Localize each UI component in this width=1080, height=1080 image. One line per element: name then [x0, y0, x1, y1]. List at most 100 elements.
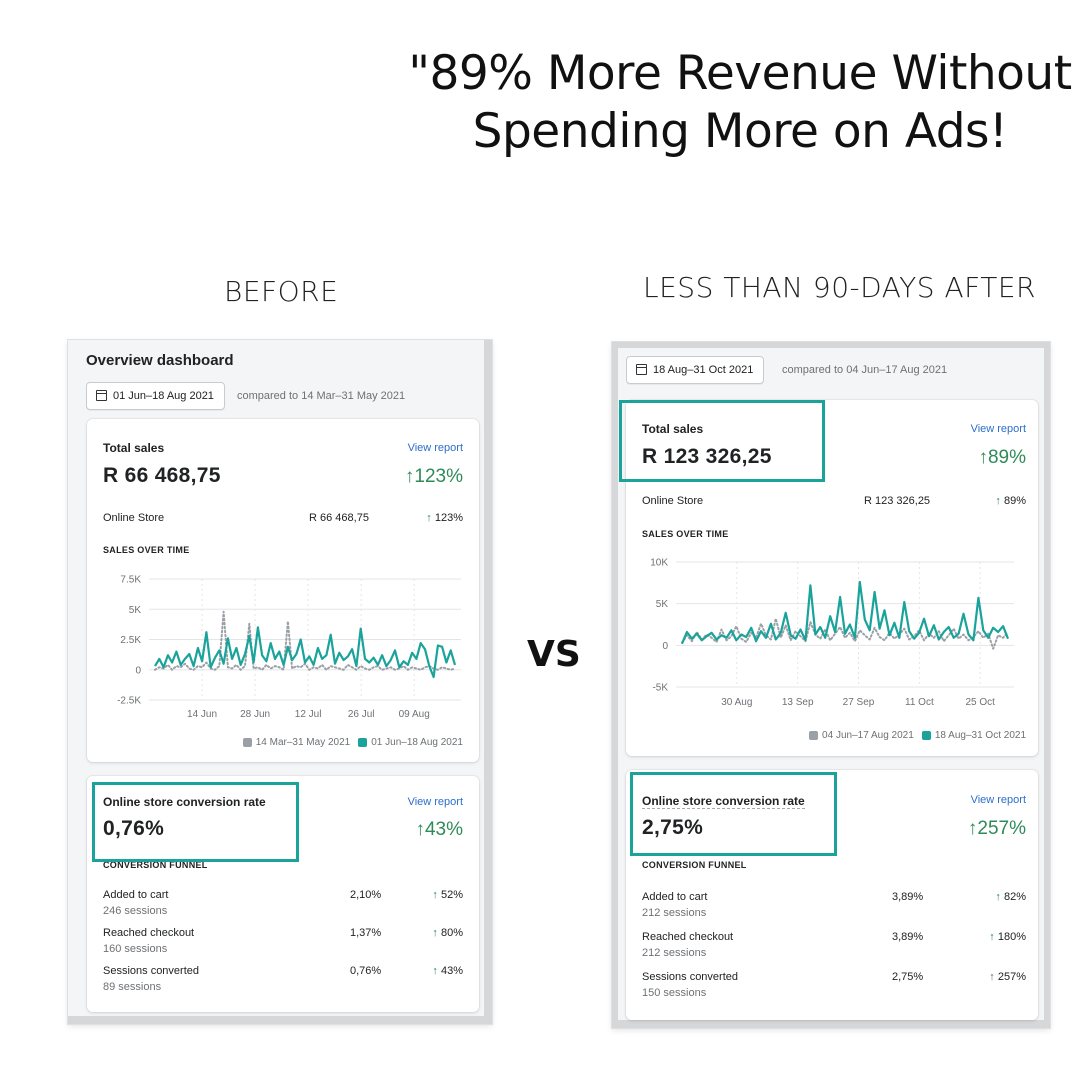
card-title: Online store conversion rate: [103, 795, 266, 809]
arrow-up-icon: ↑: [432, 965, 441, 977]
legend-swatch-previous: [809, 731, 819, 740]
legend-current: 18 Aug–31 Oct 2021: [934, 730, 1026, 741]
total-sales-card: Total sales View report R 66 468,75 ↑123…: [87, 419, 479, 762]
y-tick-label: 10K: [650, 558, 668, 569]
compared-text: compared to 04 Jun–17 Aug 2021: [782, 364, 948, 376]
y-tick-label: -2.5K: [117, 696, 141, 707]
funnel-heading: CONVERSION FUNNEL: [103, 860, 208, 870]
after-label: LESS THAN 90-DAYS AFTER: [643, 271, 1036, 304]
x-tick-label: 30 Aug: [721, 697, 752, 708]
online-store-label: Online Store: [103, 512, 165, 524]
view-report-link[interactable]: View report: [970, 794, 1026, 806]
arrow-up-icon: ↑: [426, 512, 435, 524]
view-report-link[interactable]: View report: [970, 423, 1026, 435]
sales-over-time-chart: 10K 5K 0 -5K 30 Aug 13 Sep 27 Sep 11 Oct 25 Oct: [650, 558, 1014, 708]
funnel-row-sessions: 212 sessions: [642, 907, 707, 919]
funnel-row-change: ↑ 82%: [995, 891, 1026, 903]
arrow-up-icon: ↑: [995, 495, 1004, 507]
arrow-up-icon: ↑: [978, 447, 988, 468]
previous-period-line: [681, 617, 1009, 650]
y-tick-label: 5K: [129, 605, 142, 616]
online-store-label: Online Store: [642, 495, 704, 507]
y-tick-label: 5K: [656, 599, 669, 610]
x-tick-label: 25 Oct: [965, 697, 995, 708]
view-report-link[interactable]: View report: [407, 442, 463, 454]
date-range-button[interactable]: 18 Aug–31 Oct 2021: [626, 356, 765, 384]
compared-text: compared to 14 Mar–31 May 2021: [237, 390, 406, 402]
funnel-row-value: 3,89%: [892, 931, 924, 943]
card-title: Total sales: [103, 441, 165, 455]
funnel-row-label: Reached checkout: [103, 927, 195, 939]
funnel-row-change: ↑ 43%: [432, 965, 463, 977]
current-period-line: [680, 580, 1010, 645]
funnel-row-sessions: 150 sessions: [642, 987, 707, 999]
funnel-row-value: 2,75%: [892, 971, 924, 983]
before-screenshot: Overview dashboard 01 Jun–18 Aug 2021 co…: [68, 340, 492, 1024]
legend-swatch-previous: [242, 738, 252, 747]
arrow-up-icon: ↑: [415, 819, 425, 840]
conversion-card: Online store conversion rate View report…: [87, 776, 479, 1012]
arrow-up-icon: ↑: [967, 818, 978, 839]
sales-over-time-chart: 7.5K 5K 2.5K 0 -2.5K 14 Jun 28 Jun 12 Jul 26 Jul…: [117, 575, 461, 720]
page-title: Overview dashboard: [86, 352, 234, 369]
funnel-row-change: ↑ 52%: [432, 889, 463, 901]
arrow-up-icon: ↑: [404, 466, 415, 487]
x-tick-label: 28 Jun: [240, 709, 270, 720]
legend-swatch-current: [358, 738, 368, 747]
x-tick-label: 09 Aug: [399, 709, 430, 720]
conversion-rate-change: ↑257%: [967, 818, 1026, 839]
vs-label: VS: [527, 634, 581, 675]
x-tick-label: 14 Jun: [187, 709, 217, 720]
total-sales-change: ↑123%: [404, 466, 463, 487]
conversion-rate-value: 0,76%: [103, 817, 165, 840]
total-sales-card: Total sales View report R 123 326,25 ↑89…: [626, 400, 1038, 756]
x-tick-label: 26 Jul: [348, 709, 375, 720]
arrow-up-icon: ↑: [989, 931, 998, 943]
funnel-row-label: Sessions converted: [103, 965, 199, 977]
y-tick-label: 0: [662, 641, 668, 652]
funnel-row-label: Added to cart: [103, 889, 169, 901]
conversion-rate-value: 2,75%: [642, 816, 704, 839]
chart-heading: SALES OVER TIME: [103, 545, 190, 555]
online-store-value: R 123 326,25: [864, 495, 931, 507]
card-title: Total sales: [642, 422, 704, 436]
chart-legend: 04 Jun–17 Aug 2021 18 Aug–31 Oct 2021: [809, 730, 1026, 741]
arrow-up-icon: ↑: [989, 971, 998, 983]
view-report-link[interactable]: View report: [407, 796, 463, 808]
previous-period-line: [154, 610, 456, 671]
funnel-row-change: ↑ 257%: [989, 971, 1026, 983]
funnel-row-value: 1,37%: [350, 927, 382, 939]
chart-legend: 14 Mar–31 May 2021 01 Jun–18 Aug 2021: [242, 737, 463, 748]
y-tick-label: 2.5K: [120, 635, 141, 646]
conversion-card: Online store conversion rate View report…: [626, 770, 1038, 1020]
conversion-rate-change: ↑43%: [415, 819, 463, 840]
funnel-row-label: Sessions converted: [642, 971, 738, 983]
card-title: Online store conversion rate: [642, 794, 805, 809]
date-range-label: 01 Jun–18 Aug 2021: [113, 390, 214, 402]
funnel-row-sessions: 160 sessions: [103, 943, 168, 955]
y-tick-label: 0: [135, 665, 141, 676]
calendar-icon: [96, 390, 107, 401]
funnel-row-label: Reached checkout: [642, 931, 734, 943]
online-store-change: ↑ 89%: [995, 495, 1026, 507]
date-range-button[interactable]: 01 Jun–18 Aug 2021: [86, 382, 225, 410]
total-sales-change: ↑89%: [978, 447, 1026, 468]
online-store-value: R 66 468,75: [309, 512, 369, 524]
current-period-line: [154, 626, 457, 679]
arrow-up-icon: ↑: [432, 889, 441, 901]
legend-current: 01 Jun–18 Aug 2021: [371, 737, 463, 748]
x-tick-label: 11 Oct: [905, 697, 934, 708]
before-label: BEFORE: [224, 275, 339, 308]
funnel-row-change: ↑ 80%: [432, 927, 463, 939]
funnel-row-sessions: 89 sessions: [103, 981, 162, 993]
highlight-box: [630, 772, 837, 856]
date-range-label: 18 Aug–31 Oct 2021: [653, 364, 754, 376]
chart-heading: SALES OVER TIME: [642, 529, 729, 539]
total-sales-value: R 66 468,75: [103, 464, 221, 487]
headline: "89% More Revenue Without Spending More …: [408, 46, 1072, 159]
y-tick-label: -5K: [652, 683, 668, 694]
arrow-up-icon: ↑: [432, 927, 441, 939]
highlight-box: [619, 400, 825, 482]
funnel-row-value: 2,10%: [350, 889, 382, 901]
funnel-row-sessions: 246 sessions: [103, 905, 168, 917]
